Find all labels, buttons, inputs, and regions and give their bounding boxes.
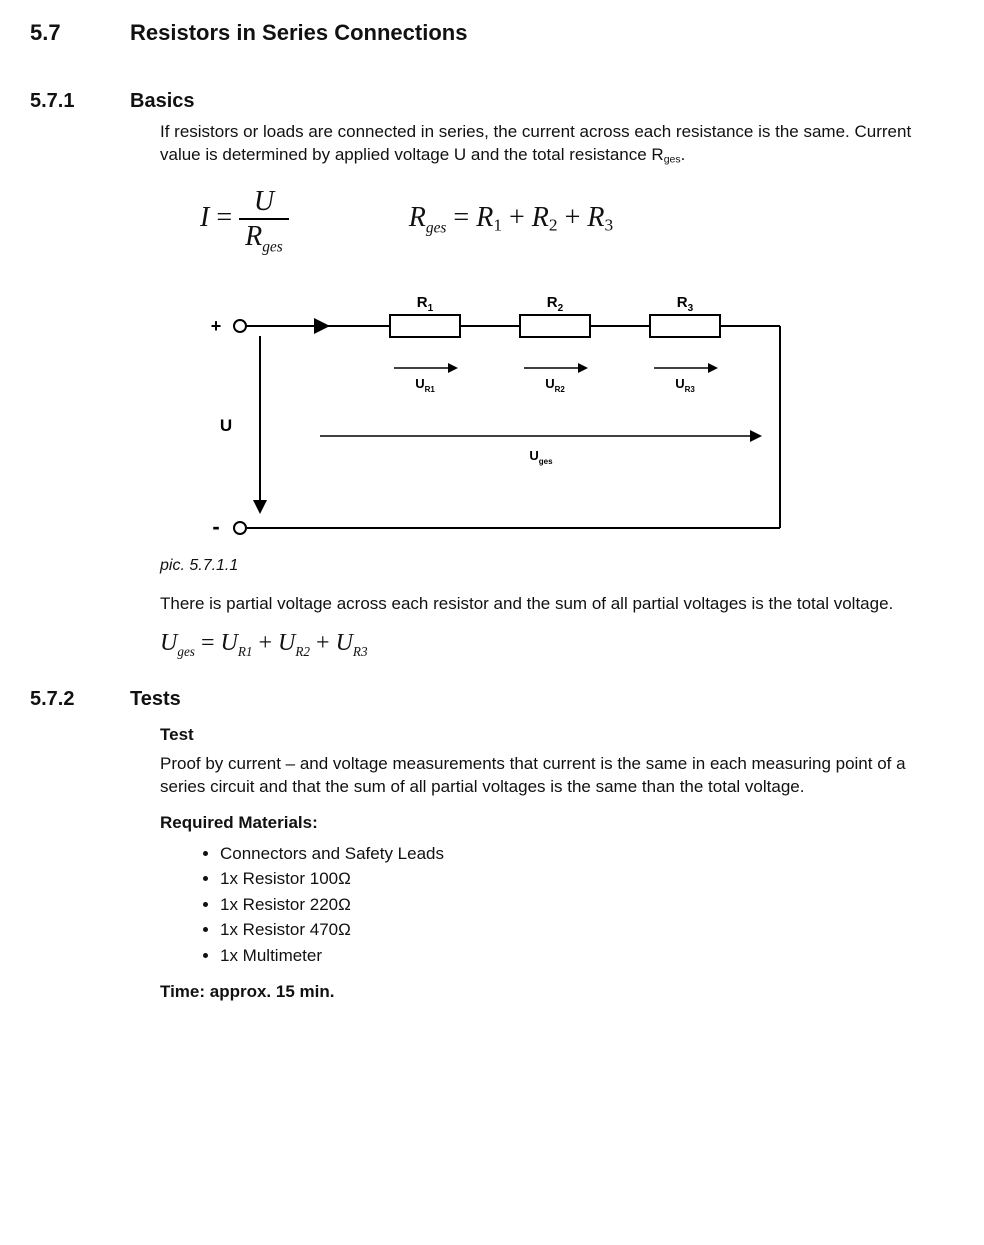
tests-proof-paragraph: Proof by current – and voltage measureme… [160, 753, 924, 799]
eq-R-r3: R [587, 202, 604, 233]
eq-U-u1s: R1 [238, 644, 253, 659]
subsection-number: 5.7.1 [30, 90, 130, 113]
eq-R-eq: = [446, 202, 476, 233]
eq-R-plus1: + [502, 202, 532, 233]
eq-U-lhs: Uges [160, 630, 195, 656]
svg-text:U: U [220, 416, 232, 435]
circuit-svg: + - R1 UR1 R2 UR2 R3 UR3 U Uges [200, 278, 800, 538]
eq-U-lhs-main: U [160, 630, 177, 656]
eq-U-u2: U [278, 630, 295, 656]
svg-text:UR1: UR1 [415, 376, 435, 394]
eq-U-u2s: R2 [295, 644, 310, 659]
eq-I-den: Rges [239, 218, 289, 256]
eq-U-plus1: + [252, 630, 278, 656]
eq-I-fraction: U Rges [239, 187, 289, 256]
eq-I-eq: = [209, 202, 239, 233]
svg-text:Uges: Uges [529, 448, 553, 466]
eq-I-num: U [248, 187, 280, 218]
materials-item: 1x Resistor 470Ω [220, 917, 924, 943]
svg-text:UR3: UR3 [675, 376, 695, 394]
svg-text:R2: R2 [547, 294, 564, 314]
eq-R-lhs-sub: ges [426, 219, 447, 236]
materials-head: Required Materials: [160, 813, 924, 833]
subsection-title: Tests [130, 688, 181, 711]
eq-R-r2: R [532, 202, 549, 233]
svg-text:+: + [211, 316, 222, 336]
svg-text:R3: R3 [677, 294, 694, 314]
eq-I-den-main: R [245, 221, 262, 252]
svg-text:-: - [212, 514, 219, 538]
subsection-number: 5.7.2 [30, 688, 130, 711]
basics-intro-paragraph: If resistors or loads are connected in s… [160, 121, 924, 167]
basics-para2: There is partial voltage across each res… [160, 593, 924, 616]
eq-I-lhs: I [200, 202, 209, 233]
figure-caption: pic. 5.7.1.1 [160, 557, 924, 575]
materials-item: 1x Multimeter [220, 943, 924, 969]
materials-item: 1x Resistor 100Ω [220, 866, 924, 892]
test-subhead: Test [160, 725, 924, 745]
circuit-diagram: + - R1 UR1 R2 UR2 R3 UR3 U Uges [200, 278, 924, 543]
formula-row: I = U Rges Rges = R1 + R2 + R3 [200, 185, 924, 254]
subsection-title: Basics [130, 90, 195, 113]
basics-intro-tail: . [681, 145, 686, 164]
materials-item: Connectors and Safety Leads [220, 841, 924, 867]
materials-list: Connectors and Safety Leads1x Resistor 1… [220, 841, 924, 969]
eq-U-u3: U [336, 630, 353, 656]
eq-R-r2s: 2 [549, 215, 558, 234]
svg-text:R1: R1 [417, 294, 434, 314]
eq-R-lhs: Rges [409, 202, 447, 233]
section-heading: 5.7 Resistors in Series Connections [30, 20, 954, 46]
basics-intro-text: If resistors or loads are connected in s… [160, 122, 911, 164]
eq-U-eq: = [195, 630, 221, 656]
basics-intro-sub: ges [664, 154, 681, 166]
eq-R-r1s: 1 [493, 215, 502, 234]
eq-U-lhs-sub: ges [177, 644, 195, 659]
eq-U-u3s: R3 [353, 644, 368, 659]
section-number: 5.7 [30, 20, 130, 46]
formula-resistance: Rges = R1 + R2 + R3 [409, 202, 613, 238]
materials-item: 1x Resistor 220Ω [220, 892, 924, 918]
subsection-basics-heading: 5.7.1 Basics [30, 90, 954, 113]
subsection-tests-heading: 5.7.2 Tests [30, 688, 954, 711]
svg-text:UR2: UR2 [545, 376, 565, 394]
eq-R-plus2: + [558, 202, 588, 233]
eq-U-plus2: + [310, 630, 336, 656]
formula-current: I = U Rges [200, 185, 289, 254]
formula-voltage: Uges = UR1 + UR2 + UR3 [160, 630, 924, 660]
section-title: Resistors in Series Connections [130, 20, 467, 46]
eq-R-r3s: 3 [605, 215, 614, 234]
eq-R-lhs-main: R [409, 202, 426, 233]
time-line: Time: approx. 15 min. [160, 982, 924, 1002]
eq-U-u1: U [220, 630, 237, 656]
eq-R-r1: R [476, 202, 493, 233]
eq-I-den-sub: ges [262, 239, 283, 256]
